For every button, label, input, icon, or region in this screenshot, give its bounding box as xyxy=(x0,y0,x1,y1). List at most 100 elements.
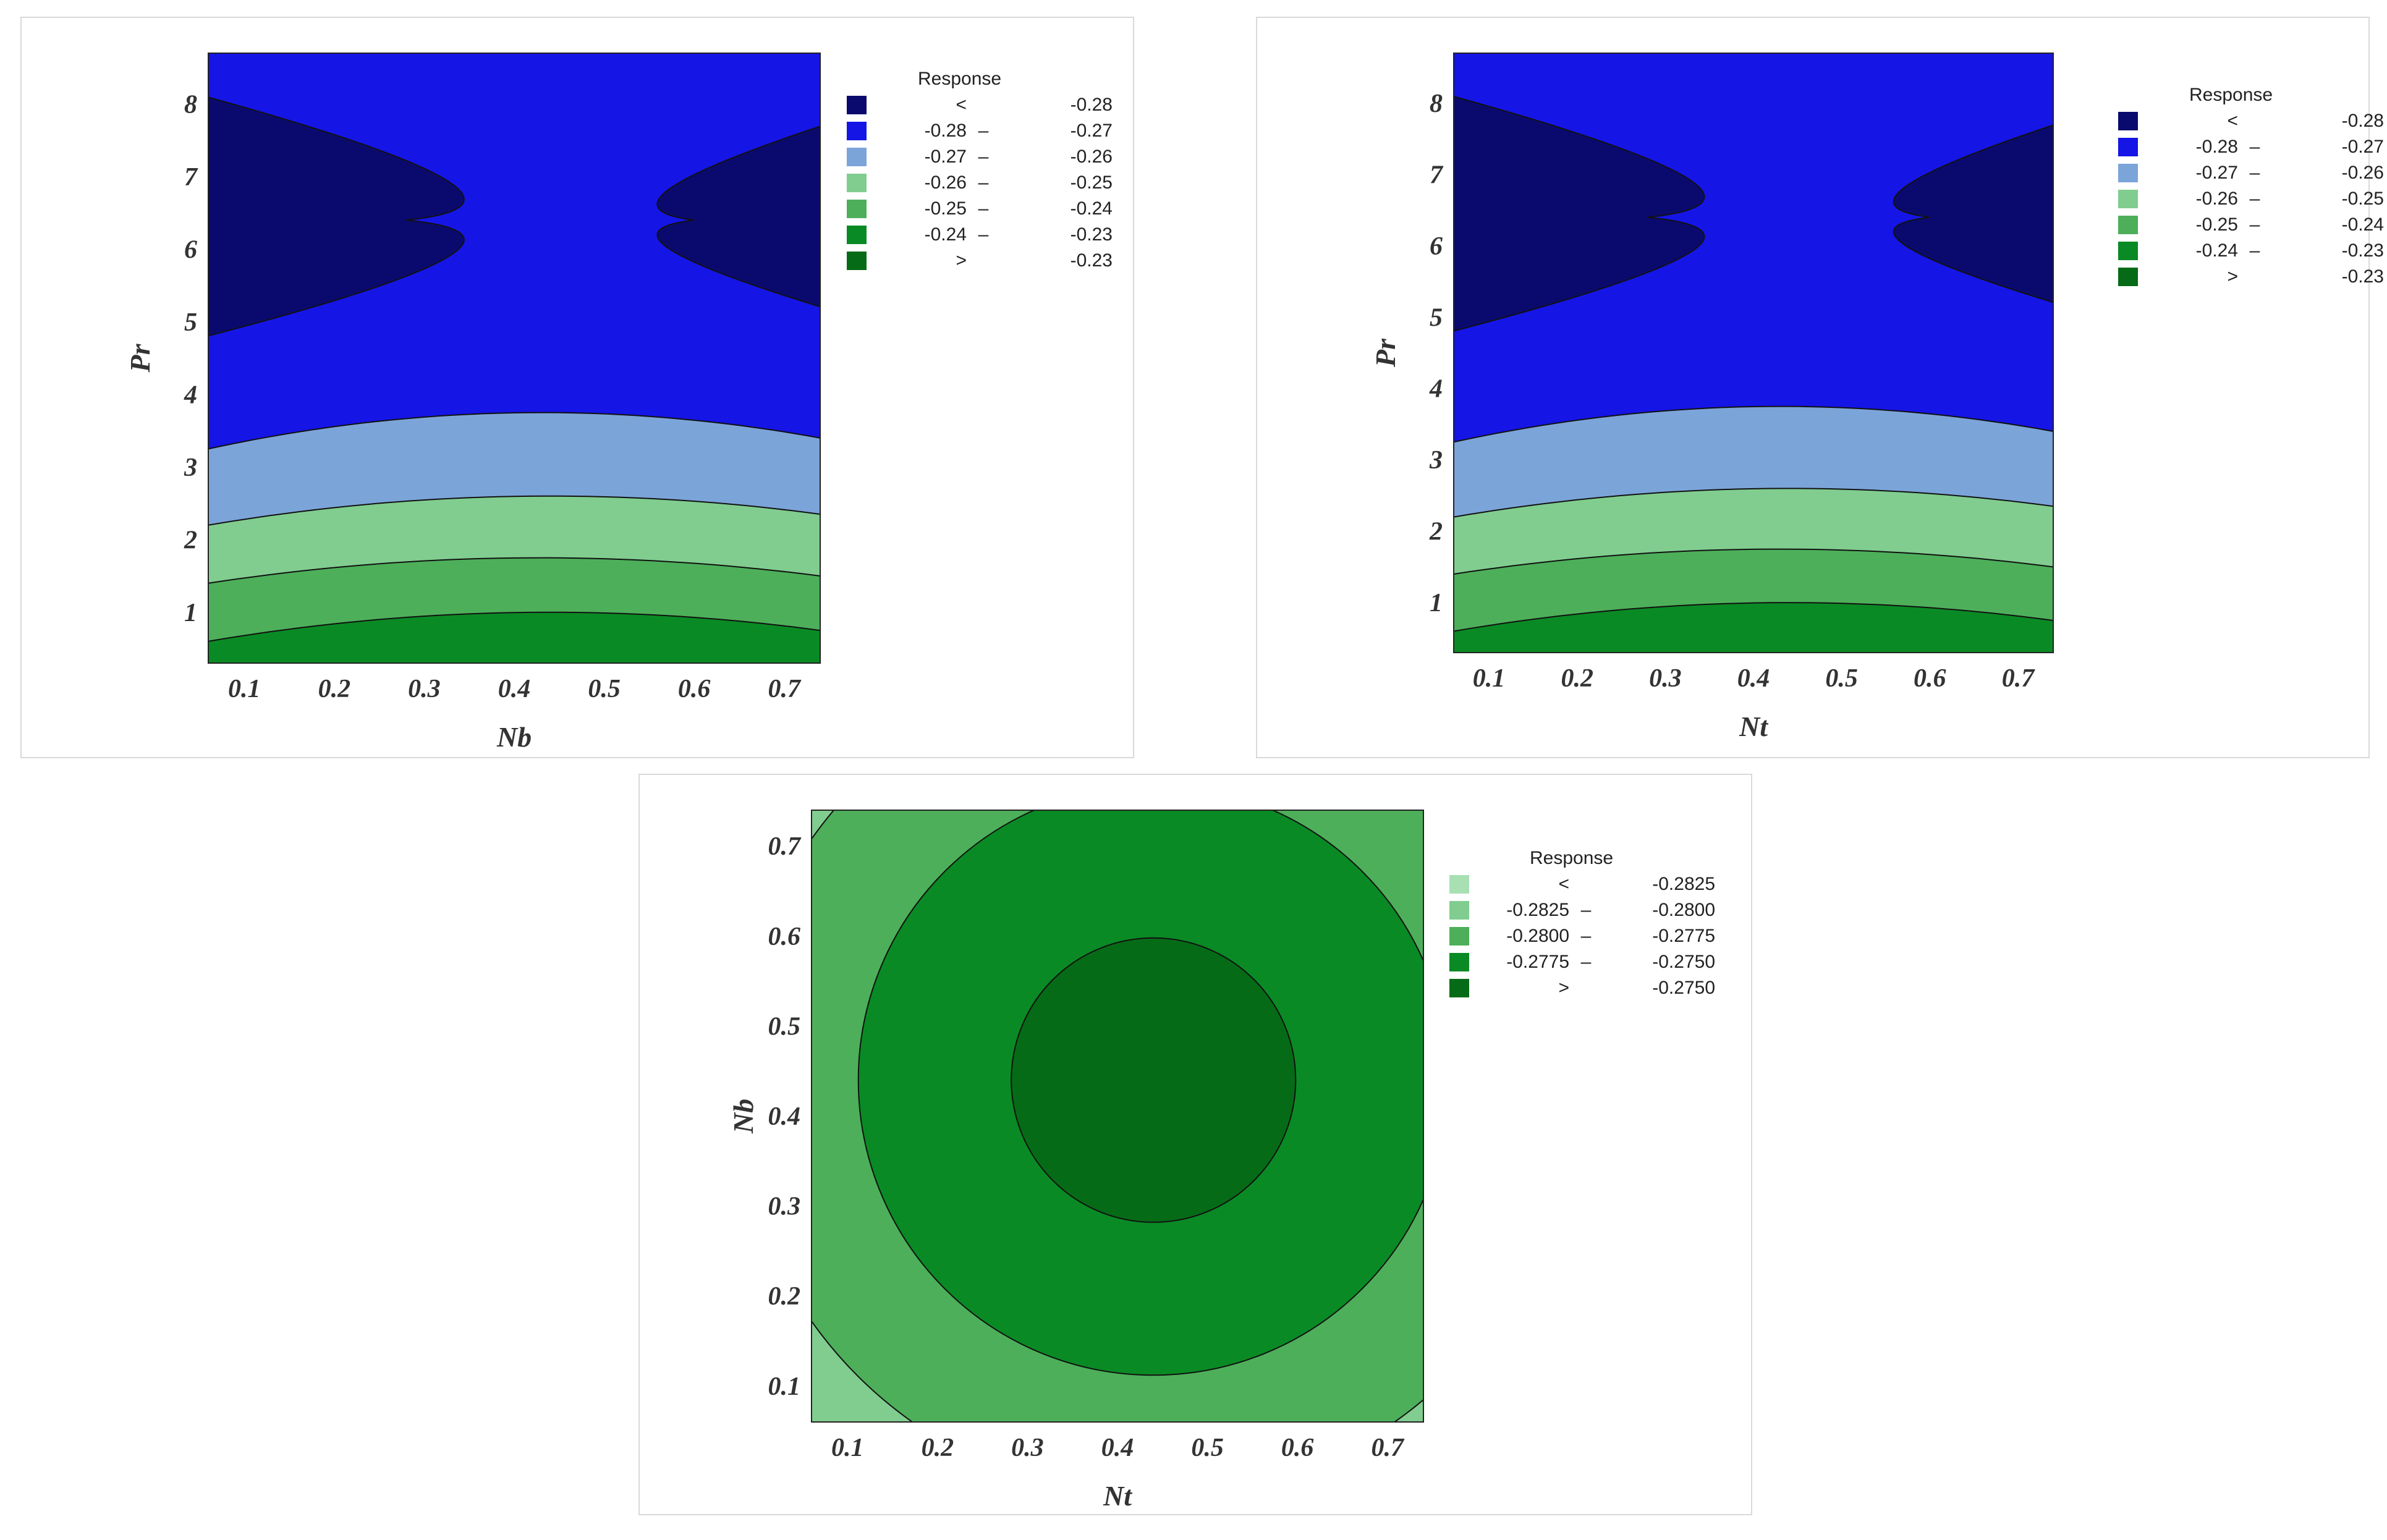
legend-low-value: -0.24 xyxy=(2195,240,2238,261)
legend-low-value: -0.24 xyxy=(924,224,967,245)
legend-title: Response xyxy=(2189,85,2273,105)
y-tick-label: 6 xyxy=(184,235,197,264)
contour-fill-group xyxy=(812,810,1423,1422)
x-tick-label: 0.6 xyxy=(1281,1434,1314,1462)
legend-high-value: -0.2825 xyxy=(1652,874,1715,894)
legend-high-value: -0.23 xyxy=(1070,250,1113,271)
plot-frame xyxy=(811,810,1424,1423)
legend-range-dash: – xyxy=(2249,163,2260,183)
x-tick-label: 0.5 xyxy=(588,675,621,703)
legend-high-value: -0.27 xyxy=(1070,121,1113,141)
legend-low-value: > xyxy=(1558,978,1569,998)
y-tick-label: 3 xyxy=(1429,446,1443,475)
legend-item: > -0.2750 xyxy=(1449,976,1715,1001)
contour-fill-group xyxy=(1454,53,2053,653)
contour-band xyxy=(1454,602,2053,653)
x-tick-label: 0.3 xyxy=(1649,664,1682,693)
legend-high-value: -0.2800 xyxy=(1652,900,1715,920)
legend-swatch xyxy=(1449,901,1469,920)
legend-swatch xyxy=(2118,138,2138,156)
x-tick-label: 0.2 xyxy=(1561,664,1593,693)
legend-swatch xyxy=(1449,953,1469,971)
legend-low-value: -0.27 xyxy=(924,146,967,167)
x-tick-label: 0.1 xyxy=(1473,664,1506,693)
legend-item: -0.25– -0.24 xyxy=(847,197,1113,222)
x-tick-label: 0.3 xyxy=(408,675,441,703)
x-tick-label: 0.7 xyxy=(1372,1434,1405,1462)
y-tick-label: 4 xyxy=(1429,375,1443,404)
contour-panel-pr-nb: 0.1 0.2 0.3 0.4 0.5 0.6 0.7 1 2 3 4 5 6 7 8 Nb Pr Respon… xyxy=(20,17,1134,758)
legend-item: -0.24– -0.23 xyxy=(847,223,1113,248)
legend-high-value: -0.24 xyxy=(1070,198,1113,219)
y-tick-label: 5 xyxy=(1430,303,1443,332)
x-tick-label: 0.4 xyxy=(498,675,531,703)
legend-swatch xyxy=(1449,927,1469,946)
x-axis-title: Nt xyxy=(1739,711,1768,742)
y-tick-label: 8 xyxy=(1430,90,1443,118)
y-tick-label: 0.1 xyxy=(768,1373,801,1401)
y-tick-label: 7 xyxy=(1430,161,1444,189)
legend-range-dash: – xyxy=(978,224,989,245)
legend-item: -0.26– -0.25 xyxy=(2118,187,2384,212)
legend-item: -0.2775– -0.2750 xyxy=(1449,950,1715,975)
legend-swatch xyxy=(847,122,867,140)
contour-plot-pr-nt: 0.1 0.2 0.3 0.4 0.5 0.6 0.7 1 2 3 4 5 6 7 8 Nt Pr xyxy=(1370,53,2054,742)
y-tick-label: 8 xyxy=(184,90,197,119)
legend-item: -0.28– -0.27 xyxy=(2118,135,2384,160)
contour-band xyxy=(208,611,820,663)
y-tick-label: 3 xyxy=(184,454,197,482)
contour-panel-pr-nt: 0.1 0.2 0.3 0.4 0.5 0.6 0.7 1 2 3 4 5 6 7 8 Nt Pr Respon… xyxy=(1256,17,2384,758)
y-tick-label: 0.6 xyxy=(768,923,801,951)
legend-swatch xyxy=(2118,112,2138,130)
legend-swatch xyxy=(2118,268,2138,286)
y-tick-label: 7 xyxy=(184,163,198,192)
x-tick-label: 0.5 xyxy=(1825,664,1858,693)
legend-low-value: -0.2775 xyxy=(1506,952,1569,972)
legend-swatch xyxy=(2118,216,2138,234)
legend-low-value: < xyxy=(2227,111,2238,131)
legend-item: -0.24– -0.23 xyxy=(2118,239,2384,264)
legend-low-value: -0.2825 xyxy=(1506,900,1569,920)
legend-high-value: -0.23 xyxy=(2341,240,2384,261)
legend-low-value: -0.2800 xyxy=(1506,926,1569,946)
y-tick-label: 2 xyxy=(1429,518,1443,546)
legend-item: -0.27– -0.26 xyxy=(847,145,1113,170)
legend-swatch xyxy=(847,174,867,192)
legend-high-value: -0.2775 xyxy=(1652,926,1715,946)
legend-item: -0.27– -0.26 xyxy=(2118,161,2384,186)
legend-title: Response xyxy=(918,69,1002,89)
legend-swatch xyxy=(1449,875,1469,894)
x-tick-label: 0.7 xyxy=(2002,664,2036,693)
y-axis-title: Pr xyxy=(124,343,156,373)
x-tick-label: 0.4 xyxy=(1101,1434,1134,1462)
x-tick-label: 0.4 xyxy=(1737,664,1770,693)
legend-low-value: -0.27 xyxy=(2195,163,2238,183)
legend-item: -0.28– -0.27 xyxy=(847,119,1113,144)
legend-item: -0.26– -0.25 xyxy=(847,171,1113,196)
legend-high-value: -0.2750 xyxy=(1652,952,1715,972)
legend-range-dash: – xyxy=(2249,240,2260,261)
legend-item: < -0.28 xyxy=(847,93,1113,118)
contour-lobe xyxy=(1893,124,2053,303)
legend-pr-nb: Response < -0.28 -0.28– -0.27 -0.27– -0.26 -0.… xyxy=(847,69,1113,291)
x-axis-title: Nb xyxy=(496,721,532,753)
legend-item: -0.2800– -0.2775 xyxy=(1449,924,1715,949)
legend-high-value: -0.25 xyxy=(2341,188,2384,209)
legend-item: -0.25– -0.24 xyxy=(2118,213,2384,238)
legend-swatch xyxy=(847,200,867,218)
y-tick-label: 4 xyxy=(184,381,197,409)
plot-frame xyxy=(208,53,821,664)
legend-high-value: -0.26 xyxy=(1070,146,1113,167)
legend-high-value: -0.28 xyxy=(1070,95,1113,115)
legend-range-dash: – xyxy=(2249,214,2260,235)
y-tick-label: 6 xyxy=(1430,232,1443,261)
y-tick-label: 0.7 xyxy=(768,832,802,861)
legend-high-value: -0.27 xyxy=(2341,137,2384,157)
legend-low-value: > xyxy=(956,250,967,271)
legend-low-value: -0.25 xyxy=(924,198,967,219)
contour-plot-nb-nt: 0.1 0.2 0.3 0.4 0.5 0.6 0.7 0.1 0.2 0.3 0.4 0.5 0.6 0… xyxy=(727,810,1424,1512)
legend-pr-nt: Response < -0.28 -0.28– -0.27 -0.27– -0.26 -0.… xyxy=(2118,85,2384,307)
legend-nb-nt: Response < -0.2825 -0.2825– -0.2800 -0.2800–… xyxy=(1449,848,1715,1033)
legend-swatch xyxy=(1449,979,1469,997)
legend-item: -0.2825– -0.2800 xyxy=(1449,899,1715,923)
